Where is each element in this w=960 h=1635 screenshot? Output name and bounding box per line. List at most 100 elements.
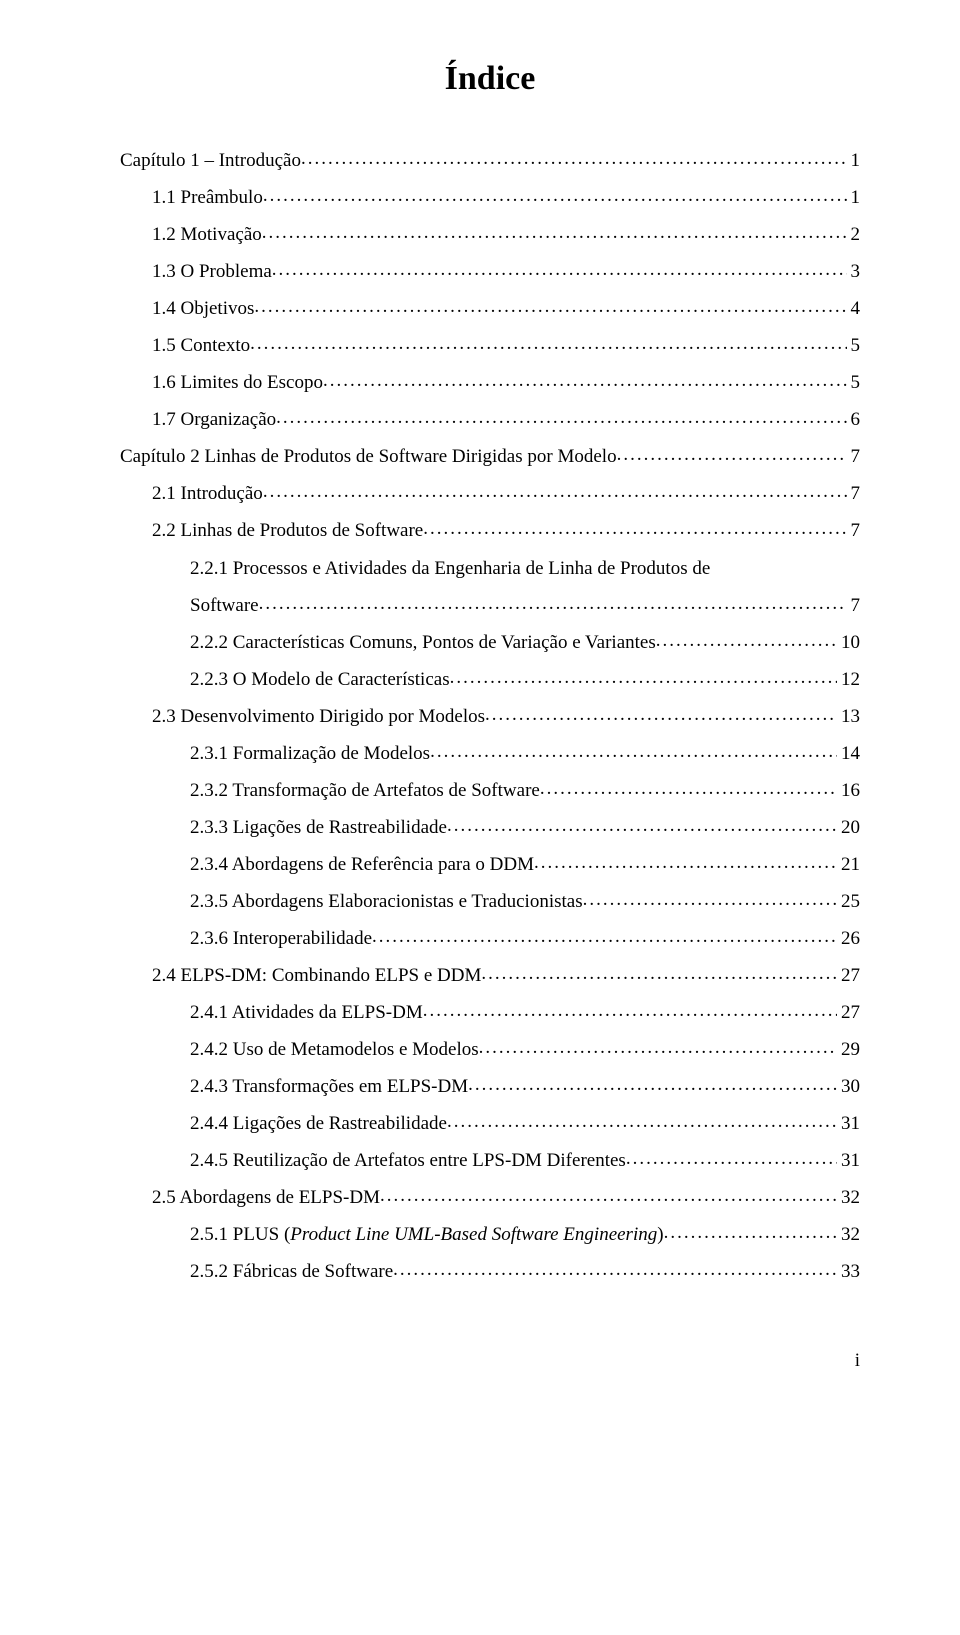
toc-leader bbox=[262, 214, 847, 251]
toc-page: 7 bbox=[847, 438, 861, 475]
toc-page: 6 bbox=[847, 401, 861, 438]
toc-page: 5 bbox=[847, 364, 861, 401]
toc-row: 2.4.4 Ligações de Rastreabilidade 31 bbox=[120, 1105, 860, 1142]
toc-row: 1.3 O Problema 3 bbox=[120, 253, 860, 290]
toc-page: 33 bbox=[837, 1253, 860, 1290]
toc-label: 2.3.2 Transformação de Artefatos de Soft… bbox=[190, 772, 540, 809]
toc-row: 2.4.2 Uso de Metamodelos e Modelos 29 bbox=[120, 1031, 860, 1068]
toc-label: 2.4.5 Reutilização de Artefatos entre LP… bbox=[190, 1142, 626, 1179]
toc-label: 2.4.3 Transformações em ELPS-DM bbox=[190, 1068, 468, 1105]
toc-container: Capítulo 1 – Introdução 11.1 Preâmbulo 1… bbox=[120, 142, 860, 1290]
toc-leader bbox=[450, 659, 837, 696]
toc-label: 2.5.1 PLUS (Product Line UML-Based Softw… bbox=[190, 1216, 664, 1253]
toc-label: 2.5 Abordagens de ELPS-DM bbox=[152, 1179, 380, 1216]
toc-leader bbox=[254, 288, 846, 325]
toc-row: 2.3.5 Abordagens Elaboracionistas e Trad… bbox=[120, 883, 860, 920]
toc-row: 2.4.3 Transformações em ELPS-DM 30 bbox=[120, 1068, 860, 1105]
toc-leader bbox=[259, 585, 847, 622]
toc-leader bbox=[430, 733, 837, 770]
toc-label: 2.3 Desenvolvimento Dirigido por Modelos bbox=[152, 698, 485, 735]
toc-label: 1.3 O Problema bbox=[152, 253, 272, 290]
toc-page: 1 bbox=[847, 179, 861, 216]
toc-page: 31 bbox=[837, 1142, 860, 1179]
toc-label: Capítulo 1 – Introdução bbox=[120, 142, 301, 179]
toc-row: 2.3.3 Ligações de Rastreabilidade 20 bbox=[120, 809, 860, 846]
toc-page: 32 bbox=[837, 1216, 860, 1253]
toc-label: 2.3.5 Abordagens Elaboracionistas e Trad… bbox=[190, 883, 583, 920]
toc-leader bbox=[380, 1177, 837, 1214]
toc-row: 2.5.1 PLUS (Product Line UML-Based Softw… bbox=[120, 1216, 860, 1253]
toc-row: 2.3.1 Formalização de Modelos 14 bbox=[120, 735, 860, 772]
toc-leader bbox=[534, 844, 837, 881]
toc-page: 10 bbox=[837, 624, 860, 661]
toc-leader bbox=[263, 473, 847, 510]
toc-label: 1.2 Motivação bbox=[152, 216, 262, 253]
toc-label: 2.4 ELPS-DM: Combinando ELPS e DDM bbox=[152, 957, 481, 994]
toc-page: 7 bbox=[847, 475, 861, 512]
toc-leader bbox=[626, 1140, 837, 1177]
document-title: Índice bbox=[120, 60, 860, 98]
toc-label: 2.3.4 Abordagens de Referência para o DD… bbox=[190, 846, 534, 883]
toc-label: Software bbox=[190, 587, 259, 624]
toc-row: 2.4.1 Atividades da ELPS-DM 27 bbox=[120, 994, 860, 1031]
page-number: i bbox=[120, 1350, 860, 1372]
toc-leader bbox=[540, 770, 837, 807]
toc-leader bbox=[272, 251, 847, 288]
toc-page: 29 bbox=[837, 1031, 860, 1068]
toc-row: 2.3.4 Abordagens de Referência para o DD… bbox=[120, 846, 860, 883]
toc-label: 2.2.2 Características Comuns, Pontos de … bbox=[190, 624, 656, 661]
toc-label: 2.3.6 Interoperabilidade bbox=[190, 920, 372, 957]
toc-page: 1 bbox=[847, 142, 861, 179]
toc-leader bbox=[372, 918, 837, 955]
toc-page: 27 bbox=[837, 957, 860, 994]
toc-leader bbox=[617, 436, 847, 473]
toc-page: 7 bbox=[847, 512, 861, 549]
toc-label: 2.2.1 Processos e Atividades da Engenhar… bbox=[190, 550, 710, 587]
toc-label: 2.4.2 Uso de Metamodelos e Modelos bbox=[190, 1031, 479, 1068]
toc-leader bbox=[481, 955, 837, 992]
toc-leader bbox=[664, 1214, 837, 1251]
toc-page: 25 bbox=[837, 883, 860, 920]
toc-leader bbox=[479, 1029, 837, 1066]
toc-label: 2.4.4 Ligações de Rastreabilidade bbox=[190, 1105, 447, 1142]
toc-page: 32 bbox=[837, 1179, 860, 1216]
toc-row: 2.5.2 Fábricas de Software 33 bbox=[120, 1253, 860, 1290]
toc-page: 21 bbox=[837, 846, 860, 883]
toc-row: 2.3 Desenvolvimento Dirigido por Modelos… bbox=[120, 698, 860, 735]
toc-row: 1.1 Preâmbulo 1 bbox=[120, 179, 860, 216]
toc-row: Software 7 bbox=[120, 587, 860, 624]
toc-page: 30 bbox=[837, 1068, 860, 1105]
toc-label: 1.7 Organização bbox=[152, 401, 276, 438]
toc-leader bbox=[276, 399, 846, 436]
toc-row: 2.3.6 Interoperabilidade 26 bbox=[120, 920, 860, 957]
toc-page: 14 bbox=[837, 735, 860, 772]
toc-page: 31 bbox=[837, 1105, 860, 1142]
toc-page: 27 bbox=[837, 994, 860, 1031]
toc-page: 20 bbox=[837, 809, 860, 846]
toc-leader bbox=[656, 622, 837, 659]
toc-leader bbox=[423, 992, 837, 1029]
toc-row: 1.7 Organização 6 bbox=[120, 401, 860, 438]
toc-row: Capítulo 2 Linhas de Produtos de Softwar… bbox=[120, 438, 860, 475]
toc-row: 2.1 Introdução 7 bbox=[120, 475, 860, 512]
toc-row: Capítulo 1 – Introdução 1 bbox=[120, 142, 860, 179]
toc-label: 2.3.1 Formalização de Modelos bbox=[190, 735, 430, 772]
toc-row: 2.4.5 Reutilização de Artefatos entre LP… bbox=[120, 1142, 860, 1179]
toc-page: 5 bbox=[847, 327, 861, 364]
toc-leader bbox=[323, 362, 847, 399]
toc-leader bbox=[301, 140, 847, 177]
toc-page: 2 bbox=[847, 216, 861, 253]
toc-label: 1.4 Objetivos bbox=[152, 290, 254, 327]
toc-row: 1.4 Objetivos 4 bbox=[120, 290, 860, 327]
toc-page: 4 bbox=[847, 290, 861, 327]
toc-page: 7 bbox=[847, 587, 861, 624]
toc-row: 2.2.3 O Modelo de Características 12 bbox=[120, 661, 860, 698]
toc-row: 2.2.1 Processos e Atividades da Engenhar… bbox=[120, 550, 860, 587]
toc-leader bbox=[583, 881, 837, 918]
toc-row: 2.4 ELPS-DM: Combinando ELPS e DDM 27 bbox=[120, 957, 860, 994]
toc-page: 26 bbox=[837, 920, 860, 957]
toc-label: 2.4.1 Atividades da ELPS-DM bbox=[190, 994, 423, 1031]
toc-row: 1.5 Contexto 5 bbox=[120, 327, 860, 364]
toc-leader bbox=[393, 1251, 837, 1288]
toc-label: 2.2.3 O Modelo de Características bbox=[190, 661, 450, 698]
